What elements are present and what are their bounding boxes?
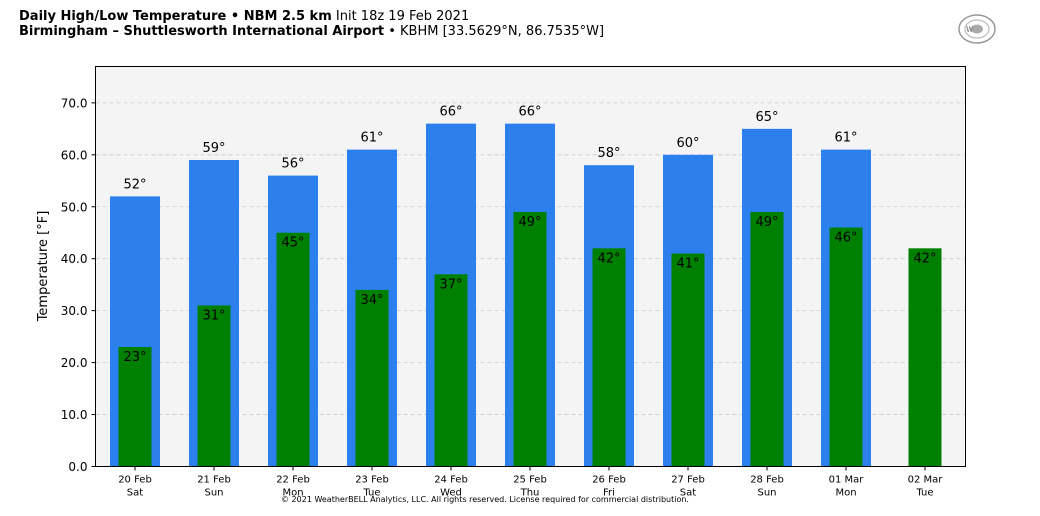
- y-tick-label: 10.0: [61, 408, 88, 422]
- low-temp-bar: [355, 289, 389, 467]
- high-temp-label: 61°: [834, 131, 857, 146]
- copyright-notice: © 2021 WeatherBELL Analytics, LLC. All r…: [281, 495, 689, 504]
- y-tick-label: 20.0: [61, 356, 88, 370]
- high-temp-label: 60°: [676, 136, 699, 151]
- low-temp-label: 41°: [676, 257, 699, 272]
- x-tick-day: Mon: [835, 488, 856, 499]
- low-temp-bar: [750, 211, 784, 467]
- x-tick-day: Thu: [520, 488, 540, 499]
- svg-text:W: W: [966, 26, 974, 34]
- low-temp-label: 31°: [202, 308, 225, 323]
- chart-title-line-1: Daily High/Low Temperature • NBM 2.5 km …: [19, 9, 469, 24]
- low-temp-label: 37°: [439, 277, 462, 292]
- low-temp-bar: [513, 211, 547, 467]
- high-temp-label: 66°: [439, 105, 462, 120]
- weatherbell-logo: W: [958, 14, 996, 44]
- y-tick-label: 0.0: [68, 460, 87, 474]
- low-temp-label: 45°: [281, 236, 304, 251]
- chart-title-line-2: Birmingham – Shuttlesworth International…: [19, 24, 604, 39]
- high-temp-label: 58°: [597, 146, 620, 161]
- x-tick-date: 22 Feb: [276, 475, 310, 486]
- station-coordinates: • KBHM [33.5629°N, 86.7535°W]: [388, 24, 605, 39]
- y-tick-label: 40.0: [61, 252, 88, 266]
- high-temp-label: 66°: [518, 105, 541, 120]
- x-tick-date: 23 Feb: [355, 475, 389, 486]
- low-temp-bar: [671, 253, 705, 467]
- low-temp-label: 42°: [597, 251, 620, 266]
- x-tick-day: Sat: [127, 488, 143, 499]
- low-temp-bar: [276, 232, 310, 467]
- station-name: Birmingham – Shuttlesworth International…: [19, 24, 385, 39]
- x-tick-day: Sun: [204, 488, 223, 499]
- low-temp-bar: [197, 305, 231, 467]
- axes: 0.0 10.0 20.0 30.0 40.0 50.0 60.0 70.0 20 Feb Sat…: [61, 66, 966, 499]
- plot-frame: [95, 66, 966, 467]
- low-temp-label: 23°: [123, 350, 146, 365]
- high-temp-label: 61°: [360, 131, 383, 146]
- data-labels: 52° 59° 56° 61° 66° 66° 58° 60° 65° 61° 23° 31° 45° 3…: [123, 105, 936, 365]
- low-temp-bar: [118, 347, 152, 467]
- y-axis-label: Temperature [°F]: [36, 211, 51, 323]
- x-tick-date: 01 Mar: [829, 475, 865, 486]
- low-temp-bar: [908, 248, 942, 467]
- x-tick-day: Mon: [282, 488, 303, 499]
- bars: [110, 123, 942, 467]
- x-tick-date: 02 Mar: [908, 475, 944, 486]
- init-time: Init 18z 19 Feb 2021: [335, 9, 470, 24]
- x-tick-day: Sat: [680, 488, 696, 499]
- high-temp-label: 65°: [755, 110, 778, 125]
- low-temp-bar: [829, 227, 863, 467]
- high-temp-label: 59°: [202, 141, 225, 156]
- low-temp-bar: [434, 274, 468, 467]
- low-temp-label: 46°: [834, 231, 857, 246]
- y-tick-label: 50.0: [61, 200, 88, 214]
- x-tick-date: 24 Feb: [434, 475, 468, 486]
- low-temp-bar: [592, 248, 626, 467]
- high-temp-label: 56°: [281, 157, 304, 172]
- low-temp-label: 34°: [360, 293, 383, 308]
- x-tick-day: Wed: [440, 488, 462, 499]
- x-tick-day: Tue: [362, 488, 380, 499]
- x-tick-day: Sun: [757, 488, 776, 499]
- x-tick-date: 27 Feb: [671, 475, 705, 486]
- x-tick-day: Tue: [915, 488, 933, 499]
- low-temp-label: 49°: [518, 215, 541, 230]
- y-tick-label: 70.0: [61, 96, 88, 110]
- x-tick-date: 25 Feb: [513, 475, 547, 486]
- low-temp-label: 42°: [913, 251, 936, 266]
- y-tick-label: 30.0: [61, 304, 88, 318]
- low-temp-label: 49°: [755, 215, 778, 230]
- x-tick-date: 20 Feb: [118, 475, 152, 486]
- x-tick-day: Fri: [603, 488, 615, 499]
- chart-title: Daily High/Low Temperature • NBM 2.5 km: [19, 9, 332, 24]
- high-temp-label: 52°: [123, 177, 146, 192]
- x-tick-date: 28 Feb: [750, 475, 784, 486]
- x-tick-date: 21 Feb: [197, 475, 231, 486]
- x-tick-date: 26 Feb: [592, 475, 626, 486]
- y-tick-label: 60.0: [61, 148, 88, 162]
